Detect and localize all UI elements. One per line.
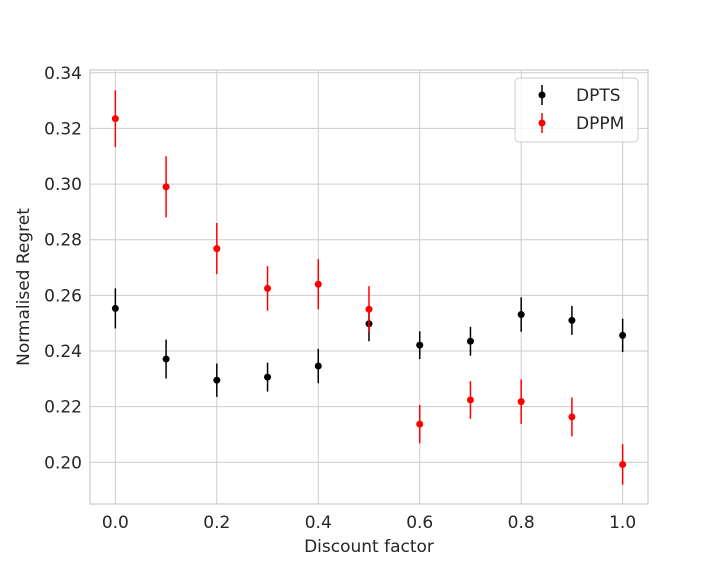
y-tick-label: 0.30	[44, 175, 82, 195]
series-dppm	[111, 90, 627, 485]
y-tick-label: 0.26	[44, 286, 82, 306]
data-series	[111, 90, 627, 485]
x-axis-label: Discount factor	[304, 537, 434, 557]
legend: DPTS DPPM	[514, 77, 639, 143]
legend-entry-dppm: DPPM	[538, 113, 624, 134]
legend-dpts-label: DPTS	[576, 86, 621, 106]
y-tick-label: 0.32	[44, 119, 82, 139]
dppm-data-point	[365, 305, 373, 313]
dppm-data-point	[162, 183, 170, 191]
x-tick-label: 1.0	[609, 513, 636, 533]
dppm-data-point	[416, 420, 424, 428]
tick-labels: 0.0 0.2 0.4 0.6 0.8 1.0 0.20 0.22 0.24 0.26 0.28 0.…	[44, 64, 636, 533]
x-tick-label: 0.2	[203, 513, 230, 533]
dppm-data-point	[517, 398, 525, 406]
dppm-data-point	[619, 460, 627, 468]
series-dpts	[111, 288, 627, 397]
dpts-data-point	[517, 311, 525, 319]
y-tick-label: 0.34	[44, 64, 82, 84]
y-tick-label: 0.20	[44, 453, 82, 473]
y-tick-label: 0.24	[44, 342, 82, 362]
plot-area-frame	[89, 69, 649, 505]
dppm-data-point	[314, 280, 322, 288]
dpts-data-point	[619, 331, 627, 339]
dppm-data-point	[568, 413, 576, 421]
x-tick-label: 0.8	[508, 513, 535, 533]
legend-dpts-marker	[538, 91, 546, 99]
dpts-data-point	[213, 376, 221, 384]
legend-frame	[514, 77, 639, 143]
dppm-data-point	[466, 396, 474, 404]
dpts-data-point	[314, 362, 322, 370]
dppm-data-point	[213, 245, 221, 253]
dpts-data-point	[264, 373, 272, 381]
legend-dppm-marker	[538, 119, 546, 127]
dpts-data-point	[162, 355, 170, 363]
dppm-data-point	[111, 115, 119, 123]
legend-dppm-label: DPPM	[576, 114, 624, 134]
x-tick-label: 0.4	[305, 513, 332, 533]
y-tick-label: 0.22	[44, 398, 82, 418]
dpts-data-point	[568, 316, 576, 324]
x-tick-label: 0.6	[406, 513, 433, 533]
x-tick-label: 0.0	[102, 513, 129, 533]
dpts-data-point	[466, 337, 474, 345]
dpts-data-point	[111, 304, 119, 312]
legend-entry-dpts: DPTS	[538, 85, 621, 106]
dppm-data-point	[264, 284, 272, 292]
y-tick-label: 0.28	[44, 231, 82, 251]
y-axis-label: Normalised Regret	[14, 208, 34, 366]
dpts-data-point	[416, 341, 424, 349]
